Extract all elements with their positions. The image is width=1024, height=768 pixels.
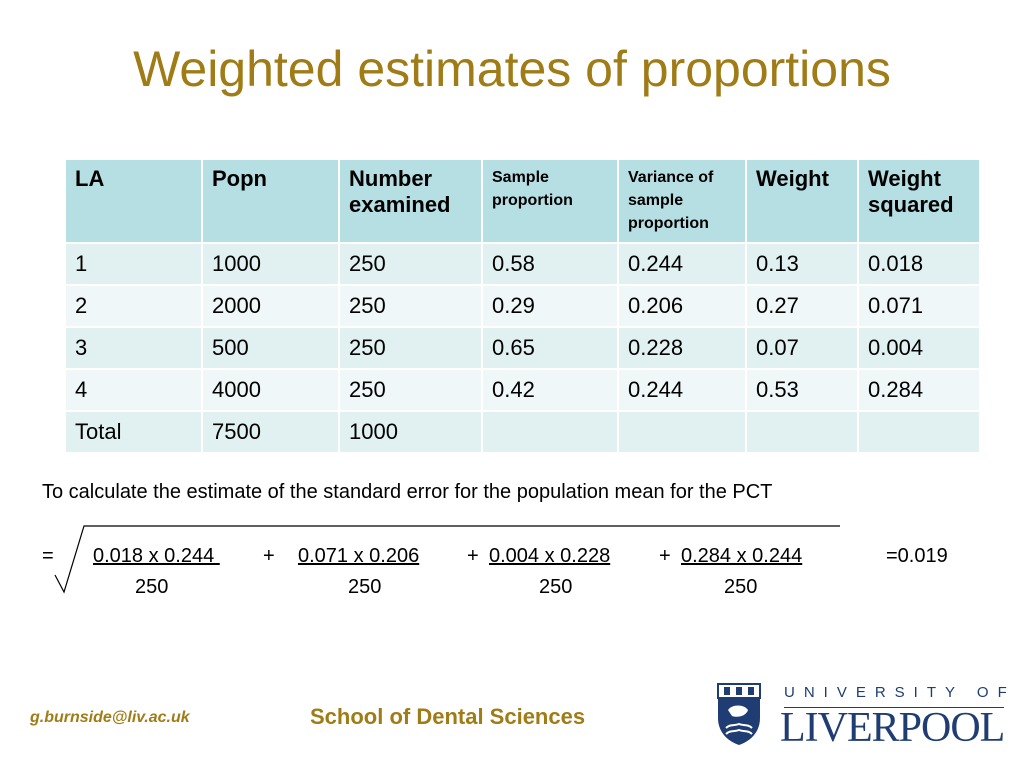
footer-school-name: School of Dental Sciences	[310, 704, 586, 729]
university-logo: UNIVERSITY OF LIVERPOOL	[716, 680, 1007, 751]
logo-divider	[784, 707, 1004, 708]
table-cell: 500	[201, 326, 340, 370]
table-cell: 250	[338, 242, 483, 286]
table-cell: 0.65	[481, 326, 619, 370]
formula-denominator-3: 250	[539, 576, 573, 598]
formula-term-1: 0.018 x 0.244	[93, 545, 220, 567]
header-popn: Popn	[201, 158, 340, 244]
table-cell: 250	[338, 326, 483, 370]
slide-title: Weighted estimates of proportions	[133, 41, 891, 97]
formula-term-4: 0.284 x 0.244	[681, 545, 803, 567]
formula-plus-1: +	[263, 545, 275, 567]
table-cell: 0.29	[481, 284, 619, 328]
table-cell: 4	[64, 368, 203, 412]
header-number-examined: Number examined	[338, 158, 483, 244]
logo-liverpool-text: LIVERPOOL	[780, 705, 1005, 751]
table-cell: 0.018	[857, 242, 981, 286]
table-cell: 0.53	[745, 368, 859, 412]
table-cell	[745, 410, 859, 454]
table-cell	[481, 410, 619, 454]
formula-denominator-4: 250	[724, 576, 758, 598]
table-row: 1 1000 250 0.58 0.244 0.13 0.018	[64, 242, 981, 286]
formula-denominator-1: 250	[135, 576, 169, 598]
formula-result: =0.019	[886, 545, 948, 567]
formula-intro: To calculate the estimate of the standar…	[42, 481, 773, 503]
table-row: 4 4000 250 0.42 0.244 0.53 0.284	[64, 368, 981, 412]
table-header-row: LA Popn Number examined Sample proportio…	[64, 158, 981, 244]
table-cell: 0.206	[617, 284, 747, 328]
formula-denominator-2: 250	[348, 576, 382, 598]
formula-plus-2: +	[467, 545, 479, 567]
table-cell: 0.27	[745, 284, 859, 328]
table-row: 2 2000 250 0.29 0.206 0.27 0.071	[64, 284, 981, 328]
table-cell: 0.244	[617, 242, 747, 286]
table-cell: 0.13	[745, 242, 859, 286]
table-cell: 0.284	[857, 368, 981, 412]
table-row: 3 500 250 0.65 0.228 0.07 0.004	[64, 326, 981, 370]
table-cell	[617, 410, 747, 454]
formula-term-3: 0.004 x 0.228	[489, 545, 611, 567]
table-cell: 2000	[201, 284, 340, 328]
table-cell	[857, 410, 981, 454]
proportions-table: LA Popn Number examined Sample proportio…	[64, 158, 981, 454]
formula-term-2: 0.071 x 0.206	[298, 545, 420, 567]
table-cell: 250	[338, 368, 483, 412]
formula-plus-3: +	[659, 545, 671, 567]
table-cell: 0.58	[481, 242, 619, 286]
header-weight-squared: Weight squared	[857, 158, 981, 244]
table-cell: 0.244	[617, 368, 747, 412]
table-cell: 1000	[338, 410, 483, 454]
table-cell: 1000	[201, 242, 340, 286]
table-cell: 2	[64, 284, 203, 328]
header-variance: Variance of sample proportion	[617, 158, 747, 244]
header-sample-proportion: Sample proportion	[481, 158, 619, 244]
table-cell: 1	[64, 242, 203, 286]
footer-email[interactable]: g.burnside@liv.ac.uk	[30, 709, 190, 726]
table-cell: 0.228	[617, 326, 747, 370]
table-cell: 250	[338, 284, 483, 328]
table-cell: 0.071	[857, 284, 981, 328]
table-cell: 4000	[201, 368, 340, 412]
table-cell: 7500	[201, 410, 340, 454]
header-weight: Weight	[745, 158, 859, 244]
formula-equals: =	[42, 545, 54, 567]
table-cell: 3	[64, 326, 203, 370]
logo-university-text: UNIVERSITY OF	[784, 684, 1016, 701]
table-cell: Total	[64, 410, 203, 454]
table-total-row: Total 7500 1000	[64, 410, 981, 454]
table-cell: 0.07	[745, 326, 859, 370]
liverpool-crest-icon	[717, 683, 761, 745]
table-cell: 0.42	[481, 368, 619, 412]
header-la: LA	[64, 158, 203, 244]
table-cell: 0.004	[857, 326, 981, 370]
